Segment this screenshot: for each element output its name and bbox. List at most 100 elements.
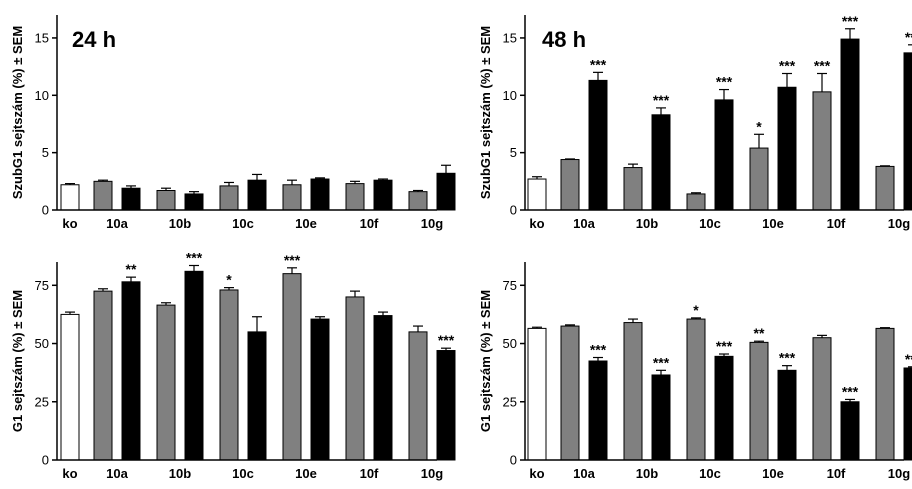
y-tick-label: 25 xyxy=(503,394,517,409)
bar-10g-black xyxy=(436,172,456,211)
bar-10f-black xyxy=(373,315,393,461)
y-axis-label: G1 sejtszám (%) ± SEM xyxy=(10,290,25,432)
bar-ko-white xyxy=(60,184,80,211)
bar-10b-gray xyxy=(156,304,176,461)
x-tick-label: 10c xyxy=(232,466,254,481)
y-tick-label: 0 xyxy=(510,453,517,468)
bar-10e-gray xyxy=(282,184,302,211)
significance-label: * xyxy=(756,118,762,134)
x-tick-label: 10b xyxy=(636,216,658,231)
x-tick-label: 10f xyxy=(360,216,379,231)
significance-label: *** xyxy=(842,13,859,29)
bar-10f-gray xyxy=(345,183,365,211)
bar-10b-black xyxy=(184,193,204,211)
y-tick-label: 5 xyxy=(42,145,49,160)
x-tick-label: 10e xyxy=(762,466,784,481)
x-tick-label: 10e xyxy=(295,216,317,231)
significance-label: *** xyxy=(653,92,670,108)
bar-ko-white xyxy=(527,178,547,211)
bar-10e-gray xyxy=(749,341,769,461)
bar-10e-gray xyxy=(749,147,769,211)
y-tick-label: 0 xyxy=(42,453,49,468)
significance-label: *** xyxy=(905,351,912,367)
x-tick-label: 10c xyxy=(699,216,721,231)
bar-10e-black xyxy=(777,86,797,211)
x-tick-label: 10g xyxy=(888,216,910,231)
y-tick-label: 15 xyxy=(503,30,517,45)
bar-ko-white xyxy=(60,313,80,461)
significance-label: *** xyxy=(186,249,203,265)
y-tick-label: 75 xyxy=(503,278,517,293)
x-tick-label: 10g xyxy=(888,466,910,481)
x-tick-label: 10a xyxy=(106,466,128,481)
y-axis-label: SzubG1 sejtszám (%) ± SEM xyxy=(478,26,493,199)
y-tick-label: 15 xyxy=(35,30,49,45)
significance-label: ** xyxy=(754,325,765,341)
significance-label: *** xyxy=(284,252,301,268)
y-tick-label: 50 xyxy=(35,336,49,351)
y-axis-label: G1 sejtszám (%) ± SEM xyxy=(478,290,493,432)
x-tick-label: 10a xyxy=(106,216,128,231)
chart-panel-2: **********************051015ko10a10b10c1… xyxy=(478,13,912,231)
x-tick-label: ko xyxy=(529,216,544,231)
y-tick-label: 75 xyxy=(35,278,49,293)
bar-10c-gray xyxy=(219,185,239,211)
significance-label: *** xyxy=(905,29,912,45)
bar-10e-black xyxy=(777,369,797,461)
chart-panel-1: 0 5 10 15 ko 10a 10b 10c 10e 10f 10g SzubG1 sejtszá… xyxy=(10,15,456,231)
bar-10b-gray xyxy=(623,322,643,461)
bar-10e-black xyxy=(310,178,330,211)
significance-label: *** xyxy=(814,58,831,74)
bar-10c-gray xyxy=(686,318,706,461)
bar-10g-gray xyxy=(875,165,895,211)
y-axis-label: SzubG1 sejtszám (%) ± SEM xyxy=(10,26,25,199)
bar-10c-gray xyxy=(686,193,706,211)
bar-10f-black xyxy=(373,179,393,211)
significance-label: *** xyxy=(779,350,796,366)
x-tick-label: ko xyxy=(62,466,77,481)
bar-10b-gray xyxy=(623,167,643,211)
significance-label: *** xyxy=(842,383,859,399)
bar-10f-black xyxy=(840,401,860,461)
bar-10a-black xyxy=(588,360,608,461)
y-tick-label: 5 xyxy=(510,145,517,160)
significance-label: * xyxy=(693,302,699,318)
significance-label: ** xyxy=(126,261,137,277)
y-tick-label: 10 xyxy=(503,88,517,103)
x-tick-label: ko xyxy=(62,216,77,231)
bar-10c-gray xyxy=(219,289,239,461)
x-tick-label: 10f xyxy=(827,466,846,481)
x-tick-label: 10c xyxy=(699,466,721,481)
bar-10g-black xyxy=(436,350,456,461)
bar-10f-gray xyxy=(812,337,832,461)
significance-label: *** xyxy=(716,338,733,354)
bar-10e-gray xyxy=(282,273,302,461)
bar-10a-gray xyxy=(93,290,113,461)
bar-10a-gray xyxy=(560,159,580,211)
bar-10b-gray xyxy=(156,190,176,211)
bar-10f-gray xyxy=(345,296,365,461)
y-tick-label: 0 xyxy=(42,203,49,218)
bar-10g-gray xyxy=(875,327,895,461)
x-tick-label: ko xyxy=(529,466,544,481)
bar-10a-gray xyxy=(93,180,113,211)
y-tick-label: 25 xyxy=(35,394,49,409)
significance-label: *** xyxy=(590,56,607,72)
bar-10a-black xyxy=(588,79,608,211)
bar-ko-white xyxy=(527,327,547,461)
bar-10g-gray xyxy=(408,191,428,211)
significance-label: *** xyxy=(779,58,796,74)
x-tick-label: 10b xyxy=(169,216,191,231)
bar-10e-black xyxy=(310,318,330,461)
bar-10g-gray xyxy=(408,331,428,461)
bar-10b-black xyxy=(651,374,671,461)
panel-title: 24 h xyxy=(72,27,116,52)
significance-label: * xyxy=(226,272,232,288)
significance-label: *** xyxy=(590,342,607,358)
bar-10c-black xyxy=(714,99,734,211)
x-tick-label: 10g xyxy=(421,466,443,481)
bar-10f-black xyxy=(840,38,860,211)
x-tick-label: 10b xyxy=(636,466,658,481)
